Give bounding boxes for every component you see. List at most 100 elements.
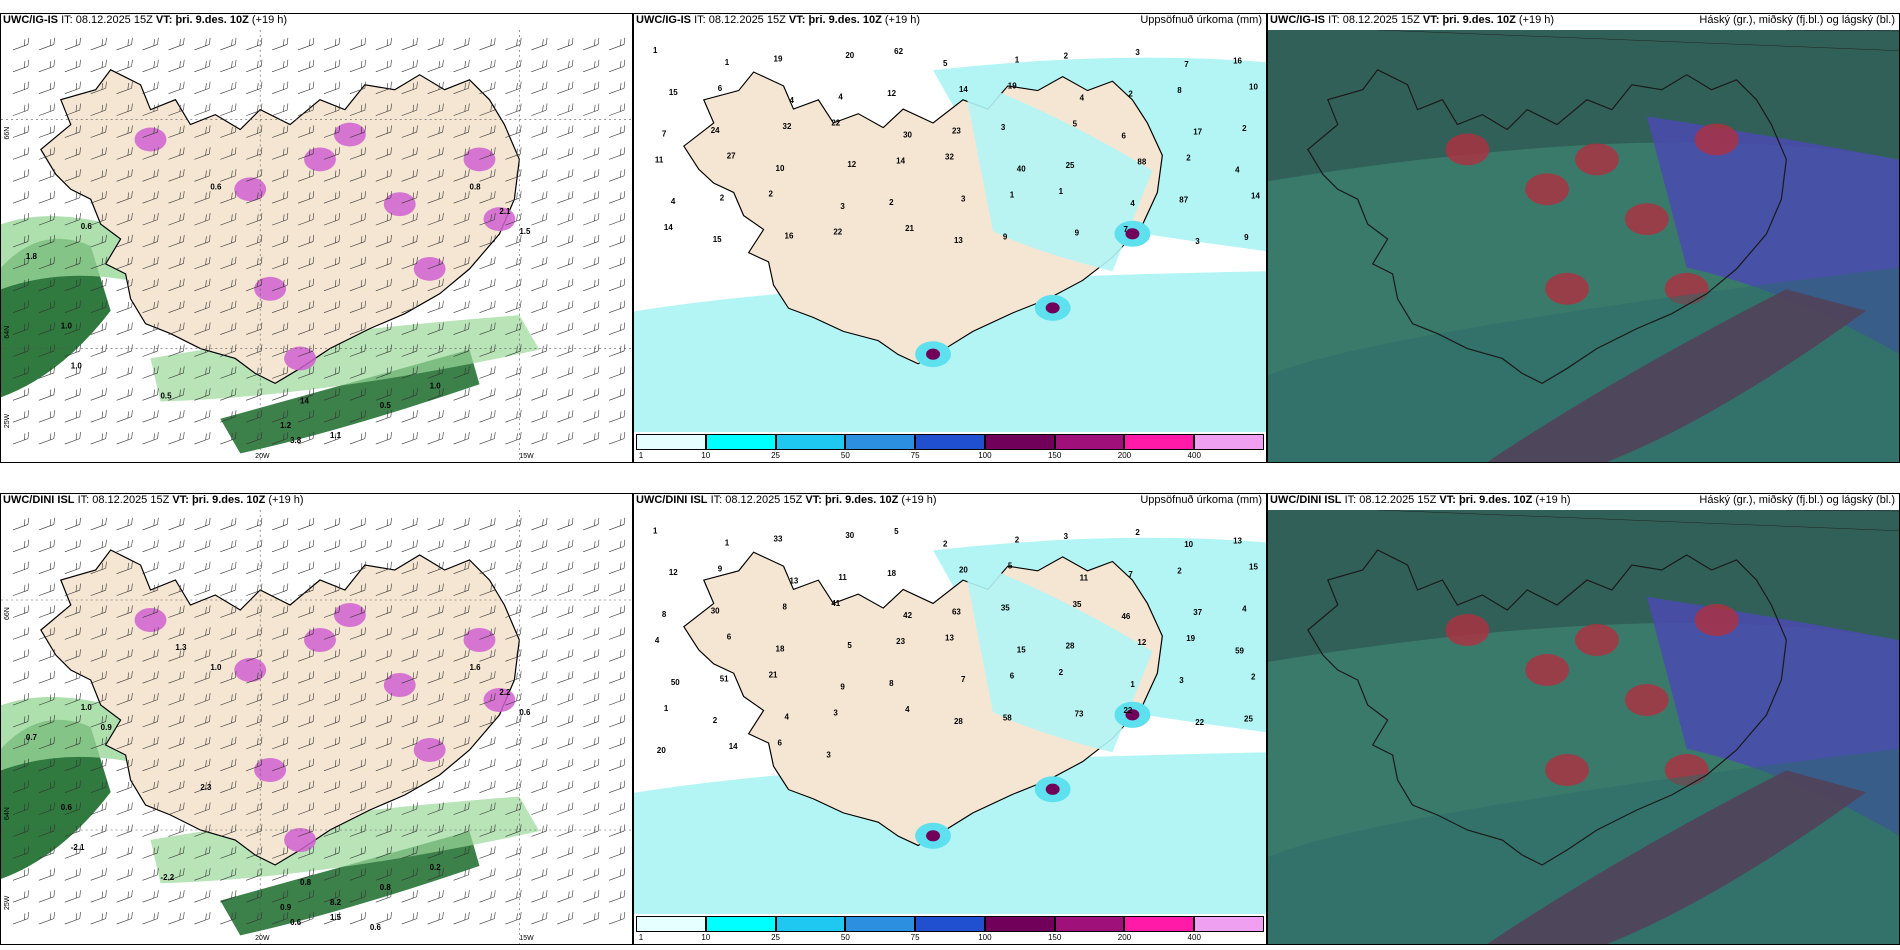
precip-maximum-core — [926, 830, 941, 842]
wind-barb-shaft — [349, 328, 365, 335]
wind-barb-feather — [179, 584, 181, 592]
wind-barb — [531, 125, 548, 138]
wind-barb — [116, 517, 133, 531]
wind-barb-feather — [27, 671, 30, 678]
wind-barb — [220, 890, 237, 903]
wind-barb — [220, 605, 237, 618]
wind-barb-feather — [49, 738, 52, 745]
wind-barb-feather — [75, 214, 78, 222]
wind-barb-shaft — [194, 328, 210, 335]
wind-barb-feather — [568, 367, 570, 375]
wind-barb-feather — [312, 890, 315, 897]
wind-barb-shaft — [375, 721, 391, 728]
wind-barb — [12, 824, 30, 837]
wind-barb-feather — [571, 81, 574, 89]
wind-barb-feather — [153, 519, 155, 526]
snow-area — [254, 276, 287, 301]
wind-barb-feather — [153, 760, 155, 767]
wind-barb-feather — [157, 278, 159, 286]
wind-barb-shaft — [531, 328, 547, 335]
wind-barb — [220, 125, 237, 138]
wind-barb-feather — [260, 868, 263, 875]
wind-barb — [375, 234, 392, 248]
wind-barb-shaft — [38, 219, 54, 226]
wind-barb-shaft — [194, 852, 210, 859]
wind-barb — [168, 802, 185, 815]
wind-barb-feather — [205, 825, 207, 833]
wind-barb-feather — [23, 192, 26, 200]
precip-value-label: 7 — [1128, 570, 1133, 579]
wind-barb-feather — [286, 256, 289, 264]
wind-barb-shaft — [583, 546, 599, 553]
wind-barb-feather — [594, 584, 596, 592]
wind-barb-feather — [79, 191, 81, 198]
wind-barb-shaft — [116, 611, 132, 618]
wind-barb-feather — [494, 692, 496, 700]
wind-barb-feather — [234, 81, 237, 89]
wind-barb-shaft — [401, 219, 417, 226]
wind-barb-shaft — [90, 765, 106, 772]
wind-barb-feather — [153, 39, 155, 46]
wind-barb-feather — [386, 606, 389, 614]
wind-barb — [297, 212, 315, 226]
wind-barb-feather — [568, 104, 570, 112]
wind-barb — [168, 410, 185, 423]
colorbar-tick: 150 — [1047, 933, 1062, 942]
wind-barb-feather — [260, 300, 263, 308]
wind-barb — [608, 410, 626, 423]
wind-barb — [12, 125, 30, 138]
wind-barb-feather — [520, 539, 522, 547]
wind-barb-feather — [568, 606, 570, 614]
precip-value-label: 22 — [1195, 718, 1204, 727]
wind-barb-shaft — [194, 721, 210, 728]
wind-barb — [116, 256, 133, 270]
wind-barb-shaft — [38, 830, 54, 837]
wind-barb-shaft — [583, 589, 599, 596]
wind-barb-feather — [360, 913, 363, 921]
wind-barb-feather — [205, 738, 207, 745]
wind-barb-feather — [360, 519, 363, 526]
precip-value-label: 14 — [896, 156, 905, 165]
wind-barb — [557, 125, 574, 138]
wind-barb-shaft — [116, 438, 132, 445]
wind-barb-feather — [183, 627, 185, 634]
snow-area — [333, 122, 366, 147]
wind-barb-shaft — [116, 350, 132, 357]
wind-barb-feather — [286, 692, 289, 700]
wind-barb-feather — [260, 692, 263, 700]
precip-value-label: 2 — [943, 539, 948, 548]
wind-barb-shaft — [297, 109, 314, 116]
wind-barb-feather — [53, 605, 55, 613]
wind-barb-feather — [597, 256, 600, 264]
wind-barb-feather — [364, 583, 366, 591]
wind-barb-feather — [416, 103, 418, 111]
wind-barb-shaft — [297, 808, 314, 815]
wind-barb-feather — [23, 323, 26, 331]
wind-barb-feather — [620, 39, 622, 46]
wind-barb-feather — [309, 345, 311, 353]
wind-barb-feather — [312, 517, 315, 525]
wind-barb-shaft — [297, 852, 314, 859]
wind-barb — [220, 212, 237, 226]
wind-barb-feather — [79, 59, 81, 67]
wind-barb-feather — [312, 780, 315, 788]
wind-barb-feather — [312, 344, 315, 352]
wind-barb-feather — [416, 692, 418, 700]
wind-barb-shaft — [272, 438, 288, 445]
wind-barb — [479, 517, 496, 531]
wind-barb-feather — [594, 126, 596, 134]
wind-barb-shaft — [583, 416, 599, 423]
wind-barb-shaft — [505, 830, 521, 837]
wind-barb — [168, 539, 185, 553]
wind-barb-feather — [620, 301, 622, 309]
wind-barb-feather — [623, 125, 626, 133]
wind-barb-feather — [594, 606, 596, 614]
wind-barb-feather — [364, 366, 366, 373]
wind-barb — [375, 81, 392, 94]
wind-barb-feather — [234, 234, 237, 242]
wind-barb-shaft — [168, 394, 184, 401]
wind-barb-feather — [442, 388, 444, 395]
precip-value-label: 18 — [887, 569, 896, 578]
wind-barb — [272, 191, 289, 204]
wind-barb-feather — [364, 671, 366, 678]
